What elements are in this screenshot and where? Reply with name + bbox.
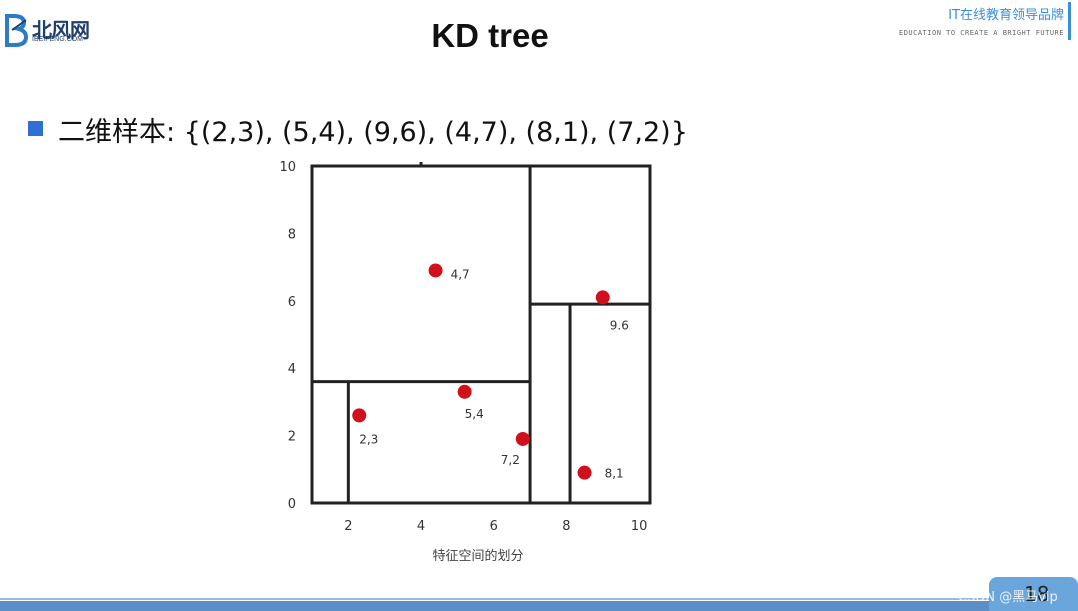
- data-point: [352, 408, 367, 423]
- brand-block: IT在线教育领导品牌 EDUCATION TO CREATE A BRIGHT …: [899, 4, 1064, 37]
- data-point: [577, 465, 592, 480]
- page-title: KD tree: [431, 17, 549, 54]
- brand-tagline: EDUCATION TO CREATE A BRIGHT FUTURE: [898, 29, 1064, 37]
- point-label: 5,4: [465, 407, 484, 421]
- x-tick-label: 6: [490, 519, 498, 534]
- point-label: 8,1: [605, 467, 624, 481]
- y-tick-label: 4: [288, 362, 296, 377]
- brand-slogan: IT在线教育领导品牌: [948, 8, 1064, 23]
- logo-subtext: IBEIFENG.COM: [32, 36, 83, 43]
- x-tick-label: 4: [417, 519, 425, 534]
- plot-frame: [310, 164, 652, 505]
- y-tick-label: 0: [288, 497, 296, 512]
- brand-accent-bar: [1068, 2, 1071, 40]
- page-number: 18: [1024, 582, 1050, 606]
- page-number-box: [989, 577, 1078, 611]
- y-tick-label: 2: [288, 430, 296, 445]
- x-axis-label: 特征空间的划分: [432, 548, 523, 564]
- bullet-text: 二维样本: {(2,3), (5,4), (9,6), (4,7), (8,1)…: [58, 117, 688, 148]
- data-point: [457, 384, 472, 399]
- footer-line: [0, 598, 990, 600]
- point-label: 4,7: [451, 267, 470, 281]
- footer-bar: [0, 601, 990, 611]
- point-label: 2,3: [359, 432, 378, 446]
- x-tick-label: 2: [344, 519, 352, 534]
- x-tick-label: 10: [631, 519, 648, 534]
- logo: 北风网 IBEIFENG.COM: [4, 12, 94, 52]
- y-tick-label: 6: [288, 295, 296, 310]
- y-tick-label: 8: [288, 227, 296, 242]
- x-tick-label: 8: [562, 519, 570, 534]
- point-label: 9.6: [610, 318, 629, 332]
- bullet-square-icon: [28, 121, 43, 136]
- logo-text: 北风网: [32, 18, 90, 42]
- data-point: [595, 290, 610, 305]
- point-label: 7,2: [501, 453, 520, 467]
- watermark: CSDN @黑马vip: [958, 590, 1058, 605]
- y-tick-label: 10: [279, 160, 296, 175]
- data-point: [428, 263, 443, 278]
- data-point: [515, 431, 530, 446]
- logo-b-icon: [5, 14, 29, 47]
